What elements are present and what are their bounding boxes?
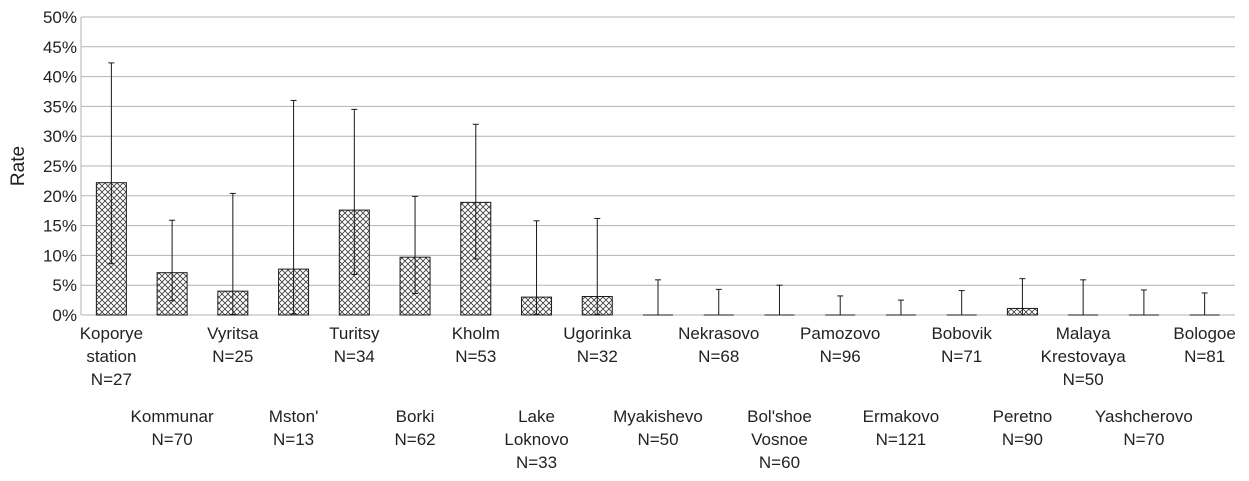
x-category-label: Bobovik N=71 (931, 324, 992, 366)
x-category-label: Yashcherovo N=70 (1095, 407, 1193, 449)
error-bar (837, 295, 844, 316)
gridlines (80, 16, 1235, 316)
error-bar (472, 123, 479, 260)
error-bar (1080, 279, 1087, 316)
x-category-label: Vyritsa N=25 (207, 324, 259, 366)
error-bar (412, 195, 419, 295)
y-tick-label: 15% (43, 217, 77, 236)
error-bar (655, 279, 661, 316)
error-bar (108, 62, 115, 265)
y-tick-label: 45% (43, 38, 77, 57)
x-category-label: Malaya Krestovaya N=50 (1041, 324, 1127, 389)
x-category-label: Kommunar N=70 (131, 407, 214, 449)
y-tick-label: 20% (43, 187, 77, 206)
error-bar (594, 217, 601, 315)
error-bar (229, 192, 236, 315)
error-bar (776, 284, 783, 316)
error-bar (1201, 292, 1208, 316)
error-bar (715, 288, 722, 316)
error-bar (290, 99, 297, 315)
error-bar (533, 220, 540, 315)
x-category-label: Lake Loknovo N=33 (504, 407, 568, 472)
error-bar (897, 299, 904, 316)
y-axis-title: Rate (8, 146, 29, 186)
error-bar (958, 290, 965, 316)
y-axis-tick-labels: 0% 5% 10% 15% 20% 25% 30% 35% 40% 45% 50% (43, 8, 77, 325)
x-category-label: Koporye station N=27 (80, 324, 143, 389)
x-category-label: Ugorinka N=32 (563, 324, 632, 366)
y-tick-label: 0% (52, 306, 77, 325)
error-bars (108, 62, 1208, 316)
error-bar (1140, 289, 1147, 316)
x-axis-category-labels: Koporye station N=27 Kommunar N=70 Vyritsa N=2… (80, 324, 1236, 472)
x-category-label: Pamozovo N=96 (800, 324, 880, 366)
x-category-label: Myakishevo N=50 (613, 407, 703, 449)
x-category-label: Mston' N=13 (269, 407, 319, 449)
x-category-label: Bol'shoe Vosnoe N=60 (747, 407, 812, 472)
y-tick-label: 30% (43, 127, 77, 146)
x-category-label: Kholm N=53 (452, 324, 500, 366)
error-bar (169, 219, 176, 302)
y-tick-label: 35% (43, 97, 77, 116)
error-bar (351, 108, 358, 275)
y-tick-label: 25% (43, 157, 77, 176)
x-category-label: Ermakovo N=121 (863, 407, 940, 449)
y-tick-label: 10% (43, 246, 77, 265)
y-tick-label: 5% (52, 276, 77, 295)
error-bar (1019, 278, 1026, 316)
y-tick-label: 50% (43, 8, 77, 27)
x-category-label: Peretno N=90 (993, 407, 1053, 449)
x-category-label: Borki N=62 (394, 407, 435, 449)
y-tick-label: 40% (43, 68, 77, 87)
x-category-label: Bologoe N=81 (1173, 324, 1235, 366)
x-category-label: Nekrasovo N=68 (678, 324, 759, 366)
x-category-label: Turitsy N=34 (329, 324, 380, 366)
